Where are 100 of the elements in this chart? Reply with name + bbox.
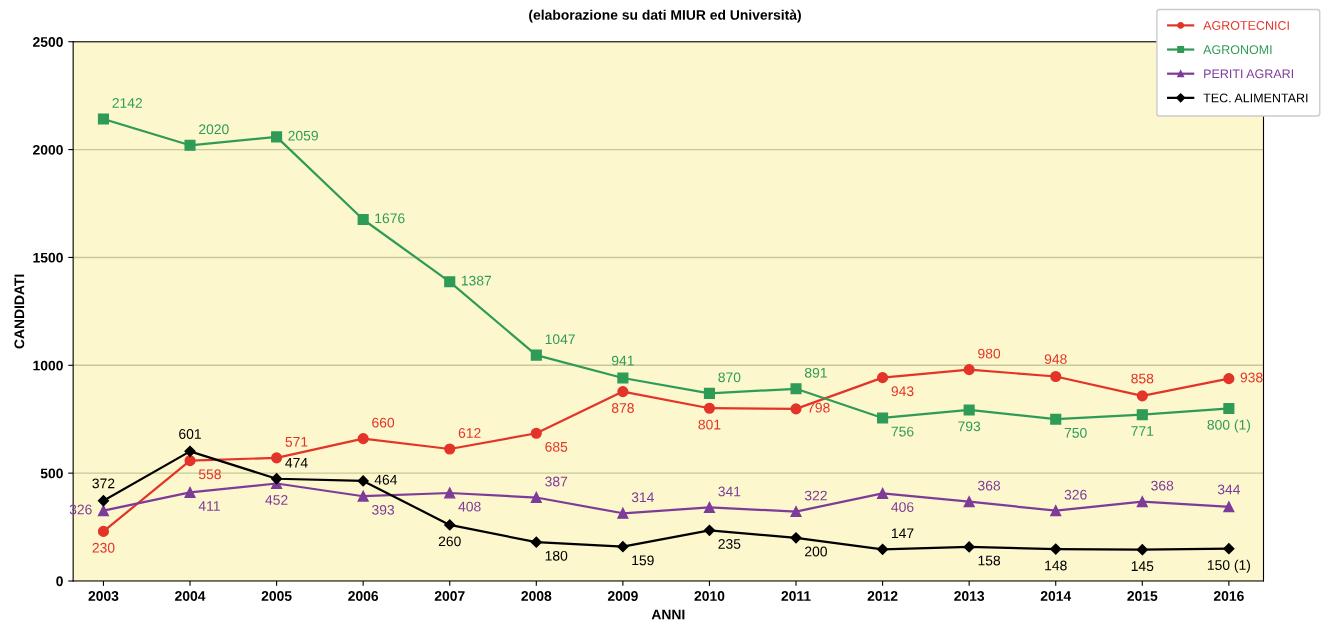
data-label: 771: [1131, 426, 1154, 436]
point: [444, 276, 456, 288]
data-label: 980: [978, 348, 1001, 359]
point: [963, 541, 975, 553]
point: [357, 475, 369, 487]
data-label: 230: [92, 542, 115, 553]
point: [444, 487, 456, 499]
data-label: 941: [611, 355, 634, 366]
point: [97, 505, 110, 517]
point: [530, 536, 542, 548]
data-label: 372: [92, 478, 115, 489]
point: [790, 383, 802, 395]
data-label: 180: [545, 550, 568, 561]
x-tick-label: 2011: [781, 591, 811, 601]
data-label: 801: [698, 419, 721, 430]
data-label: 612: [458, 428, 481, 438]
point: [1223, 501, 1235, 513]
point: [790, 532, 802, 544]
data-label: 660: [372, 417, 395, 428]
data-label: 558: [198, 469, 221, 480]
point: [1050, 505, 1062, 517]
point: [357, 490, 369, 502]
point: [617, 386, 629, 398]
point: [617, 541, 629, 553]
data-label: 411: [198, 501, 220, 511]
point: [790, 403, 802, 415]
data-label: 344: [1217, 484, 1241, 495]
point: [444, 519, 456, 531]
legend-label: AGRONOMI: [1203, 45, 1272, 55]
data-label: 387: [545, 476, 568, 487]
data-label: 406: [891, 502, 914, 512]
point: [963, 496, 975, 508]
point: [877, 412, 889, 424]
point: [617, 372, 629, 384]
x-tick-label: 2014: [1040, 591, 1072, 601]
point: [271, 131, 283, 143]
data-label: 571: [285, 437, 308, 447]
data-label: 800 (1): [1207, 419, 1251, 433]
point: [1223, 402, 1235, 414]
y-tick-label: 0: [56, 576, 63, 587]
point: [1136, 544, 1148, 556]
x-tick-label: 2015: [1127, 591, 1158, 601]
data-label: 750: [1064, 427, 1087, 438]
x-tick-label: 2010: [694, 591, 725, 601]
data-label: 393: [372, 504, 395, 515]
data-label: 368: [978, 480, 1001, 491]
data-label: 601: [179, 429, 201, 439]
x-tick-label: 2013: [954, 591, 985, 601]
point: [703, 501, 716, 514]
point: [963, 404, 975, 416]
point: [184, 445, 196, 457]
x-tick-label: 2003: [88, 591, 119, 601]
data-label: 938: [1240, 372, 1263, 383]
data-label: 326: [1064, 489, 1087, 500]
data-label: 1676: [375, 213, 405, 224]
data-label: 159: [632, 555, 654, 566]
data-label: 948: [1044, 354, 1067, 365]
x-tick-label: 2006: [348, 591, 379, 601]
point: [444, 443, 456, 455]
point: [184, 139, 196, 151]
data-label: 2142: [112, 98, 142, 108]
legend-label: PERITI AGRARI: [1204, 69, 1293, 79]
x-axis-title: ANNI: [651, 609, 685, 620]
point: [97, 113, 110, 125]
point: [530, 427, 542, 439]
x-tick-label: 2005: [261, 591, 292, 601]
y-axis-title: CANDIDATI: [14, 274, 25, 349]
point: [1136, 496, 1148, 508]
point: [1223, 543, 1235, 555]
data-label: 870: [718, 372, 741, 383]
point: [1136, 409, 1148, 421]
data-label: 1387: [461, 275, 492, 286]
point: [877, 372, 889, 384]
point: [1136, 390, 1148, 402]
point: [97, 495, 110, 507]
point: [271, 452, 283, 464]
data-label: 2020: [199, 124, 229, 135]
point: [270, 473, 283, 485]
x-tick-label: 2016: [1213, 591, 1244, 601]
y-tick-label: 500: [40, 468, 63, 479]
data-label: 158: [978, 555, 1001, 566]
legend-label: AGROTECNICI: [1203, 21, 1289, 30]
point: [97, 525, 110, 537]
data-label: 858: [1131, 373, 1154, 384]
point: [963, 364, 975, 376]
data-label: 150 (1): [1207, 559, 1251, 573]
point: [1050, 543, 1062, 555]
point: [1050, 370, 1062, 383]
point: [530, 349, 542, 361]
data-label: 685: [545, 441, 568, 452]
data-label: 145: [1131, 561, 1154, 572]
x-tick-label: 2009: [607, 591, 638, 601]
point: [876, 543, 889, 555]
data-label: 452: [265, 494, 288, 505]
data-label: 878: [611, 403, 634, 413]
data-label: 756: [891, 426, 914, 437]
point: [184, 455, 196, 467]
point: [703, 524, 716, 536]
data-label: 891: [804, 367, 827, 378]
point: [530, 491, 542, 504]
